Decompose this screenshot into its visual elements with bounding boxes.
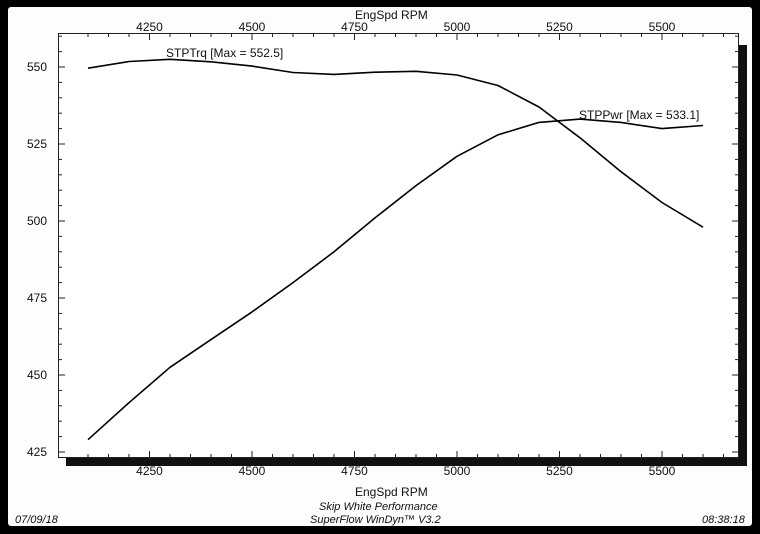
x-tick-label-top: 4750 — [341, 20, 368, 34]
x-tick-label-top: 4250 — [136, 20, 163, 34]
power-series-line — [87, 118, 704, 441]
series-labels: STPTrq [Max = 552.5] STPPwr [Max = 533.1] — [166, 46, 699, 122]
tick-labels: 4250 4250 4500 4500 4750 4750 5000 5000 5250 5250… — [27, 20, 676, 478]
x-axis-title-top: EngSpd RPM — [355, 8, 428, 22]
footer-software: SuperFlow WinDyn™ V3.2 — [310, 514, 441, 526]
x-tick-label-top: 5500 — [649, 20, 676, 34]
x-tick-label-bottom: 4750 — [341, 464, 368, 478]
tick-marks — [58, 33, 739, 458]
footer-time: 08:38:18 — [702, 514, 745, 526]
x-tick-label-bottom: 5250 — [546, 464, 573, 478]
y-tick-label: 500 — [27, 214, 47, 228]
footer-date: 07/09/18 — [15, 514, 58, 526]
y-tick-label: 475 — [27, 291, 47, 305]
x-tick-label-bottom: 4500 — [239, 464, 266, 478]
series-lines — [87, 58, 704, 441]
y-tick-label: 425 — [27, 445, 47, 459]
x-tick-label-top: 5250 — [546, 20, 573, 34]
y-tick-label: 525 — [27, 137, 47, 151]
torque-series-label: STPTrq [Max = 552.5] — [166, 46, 283, 60]
x-axis-title-bottom: EngSpd RPM — [355, 485, 428, 499]
x-tick-label-bottom: 5000 — [444, 464, 471, 478]
x-tick-label-bottom: 5500 — [649, 464, 676, 478]
footer-company: Skip White Performance — [319, 501, 438, 513]
torque-series-line — [87, 58, 704, 228]
x-tick-label-bottom: 4250 — [136, 464, 163, 478]
x-tick-label-top: 4500 — [239, 20, 266, 34]
x-tick-label-top: 5000 — [444, 20, 471, 34]
plot-area — [58, 33, 739, 458]
y-tick-label: 550 — [27, 60, 47, 74]
y-tick-label: 450 — [27, 368, 47, 382]
power-series-label: STPPwr [Max = 533.1] — [579, 108, 699, 122]
